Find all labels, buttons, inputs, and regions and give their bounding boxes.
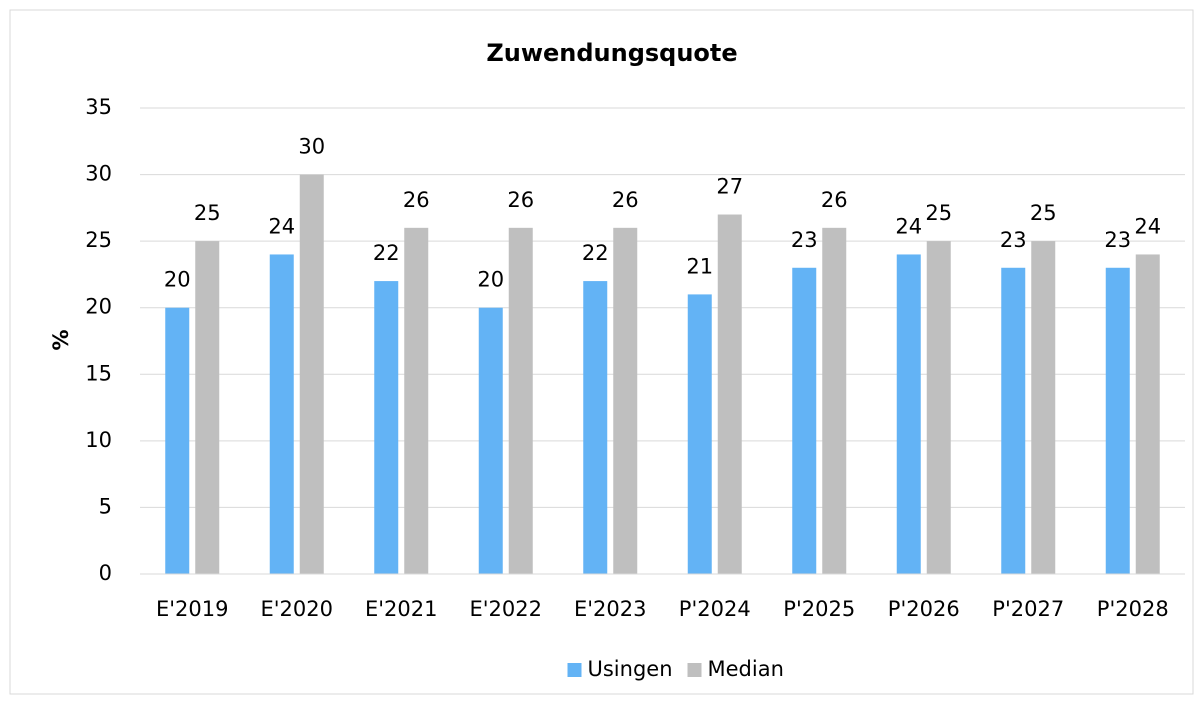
x-tick-label: E'2022: [470, 597, 543, 621]
legend-label: Median: [708, 657, 784, 681]
legend-swatch: [567, 663, 582, 677]
bar: [165, 307, 190, 574]
bar: [1105, 267, 1130, 574]
bar: [896, 254, 921, 574]
data-label: 25: [194, 201, 221, 225]
y-tick-label: 25: [85, 228, 112, 252]
bar: [613, 227, 638, 575]
x-tick-label: P'2028: [1097, 597, 1169, 621]
legend-label: Usingen: [588, 657, 673, 681]
bar: [374, 281, 399, 574]
x-tick-label: P'2025: [783, 597, 855, 621]
y-tick-label: 30: [85, 162, 112, 186]
bar: [1135, 254, 1160, 574]
data-label: 26: [821, 188, 848, 212]
bar: [195, 241, 220, 574]
bar: [717, 214, 742, 574]
bar: [1001, 267, 1026, 574]
data-label: 25: [1030, 201, 1057, 225]
x-tick-label: P'2024: [679, 597, 751, 621]
data-label: 26: [403, 188, 430, 212]
data-label: 24: [1134, 214, 1161, 238]
x-tick-label: E'2019: [156, 597, 229, 621]
y-tick-label: 10: [85, 428, 112, 452]
data-label: 26: [507, 188, 534, 212]
x-tick-label: E'2020: [261, 597, 334, 621]
data-label: 27: [716, 175, 743, 199]
chart-title: Zuwendungsquote: [486, 39, 737, 67]
bar: [926, 241, 951, 574]
data-label: 26: [612, 188, 639, 212]
legend-swatch: [687, 663, 702, 677]
bar: [792, 267, 817, 574]
data-label: 22: [582, 241, 609, 265]
data-label: 20: [164, 268, 191, 292]
data-label: 21: [686, 254, 713, 278]
data-label: 25: [925, 201, 952, 225]
bar: [583, 281, 608, 574]
y-tick-label: 15: [85, 361, 112, 385]
x-tick-label: P'2027: [992, 597, 1064, 621]
data-label: 30: [298, 135, 325, 159]
data-label: 20: [477, 268, 504, 292]
bar: [404, 227, 429, 575]
data-label: 24: [895, 214, 922, 238]
bar: [1031, 241, 1056, 574]
x-tick-label: E'2021: [365, 597, 438, 621]
bar: [822, 227, 847, 575]
bar: [299, 174, 324, 575]
x-tick-label: P'2026: [888, 597, 960, 621]
data-label: 23: [791, 228, 818, 252]
y-tick-label: 20: [85, 295, 112, 319]
y-tick-label: 0: [99, 561, 112, 585]
y-tick-label: 35: [85, 95, 112, 119]
bar: [269, 254, 294, 574]
bar: [687, 294, 712, 574]
data-label: 22: [373, 241, 400, 265]
bar: [508, 227, 533, 575]
data-label: 24: [268, 214, 295, 238]
y-axis-label: %: [49, 329, 73, 350]
x-tick-label: E'2023: [574, 597, 647, 621]
y-tick-label: 5: [99, 494, 112, 518]
data-label: 23: [1104, 228, 1131, 252]
data-label: 23: [1000, 228, 1027, 252]
bar: [478, 307, 503, 574]
